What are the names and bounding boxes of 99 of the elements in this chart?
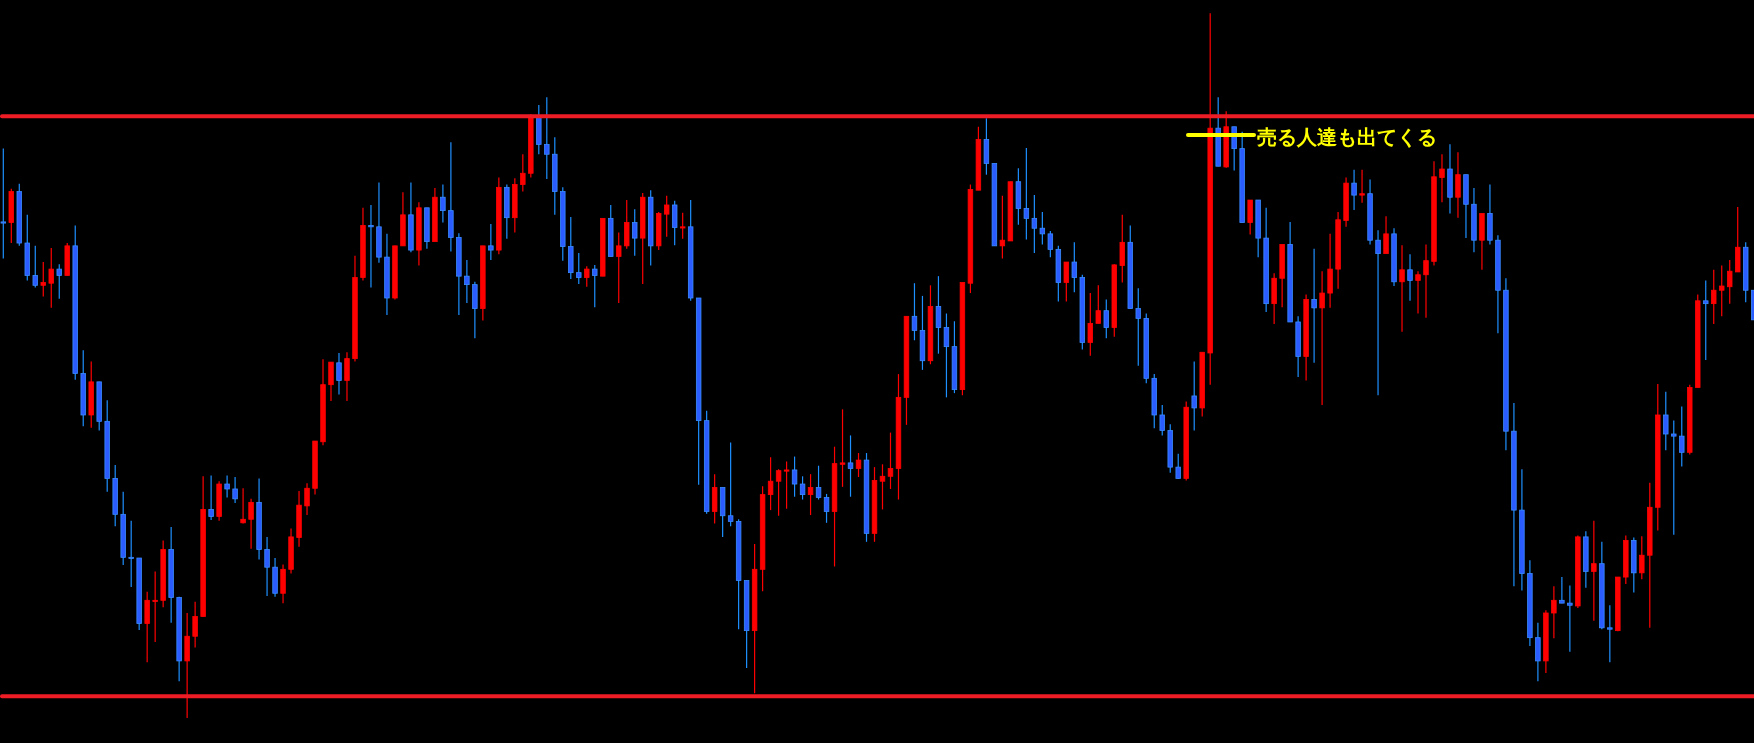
candlestick	[815, 465, 822, 501]
candlestick	[1711, 269, 1717, 325]
candlestick	[727, 441, 734, 527]
candlestick	[232, 476, 238, 504]
candlestick	[1023, 147, 1030, 241]
candlestick	[671, 200, 678, 246]
candlestick	[1135, 287, 1141, 367]
candlestick	[1439, 153, 1445, 203]
candlestick	[240, 487, 246, 525]
candlestick	[1727, 259, 1733, 305]
candlestick	[1071, 241, 1078, 293]
candlestick	[999, 195, 1006, 260]
candlestick	[40, 261, 46, 298]
candlestick	[32, 245, 38, 289]
candlestick	[368, 204, 374, 289]
candlestick	[1679, 405, 1685, 468]
candlestick	[1375, 229, 1381, 396]
candlestick	[1567, 584, 1573, 653]
candlestick	[1119, 214, 1125, 284]
candlestick	[576, 252, 582, 285]
candlestick	[767, 456, 774, 511]
candlestick	[304, 482, 310, 516]
candlestick	[544, 96, 550, 180]
candlestick	[911, 282, 918, 341]
candlestick	[839, 408, 846, 488]
candlestick	[144, 591, 150, 663]
candlestick	[847, 434, 854, 498]
candlestick	[1311, 248, 1317, 364]
candlestick	[464, 259, 470, 304]
candlestick	[280, 563, 286, 604]
candlestick	[1407, 253, 1413, 302]
candlestick	[632, 208, 638, 257]
candlestick	[1383, 215, 1389, 255]
candlestick	[1175, 453, 1181, 479]
candlestick	[1415, 270, 1421, 315]
candlestick	[1535, 622, 1541, 682]
candlestick	[488, 223, 494, 261]
candlestick	[887, 432, 894, 490]
candlestick	[1455, 151, 1461, 219]
candlestick	[56, 263, 62, 300]
candlestick	[48, 247, 54, 309]
candlestick	[208, 474, 214, 521]
candlestick	[1639, 535, 1645, 580]
candlestick	[1191, 360, 1197, 432]
candlestick	[192, 601, 198, 649]
candlestick	[624, 199, 630, 250]
candlestick	[1319, 270, 1325, 406]
candlestick	[1039, 211, 1046, 246]
candlestick	[224, 474, 230, 499]
candlestick	[663, 195, 670, 238]
candlestick	[328, 361, 334, 402]
candlestick	[1159, 404, 1165, 437]
candlestick	[584, 265, 590, 288]
candlestick	[679, 212, 686, 240]
candlestick	[983, 117, 990, 176]
candlestick	[1247, 199, 1253, 236]
candlestick	[1399, 244, 1405, 333]
candlestick	[616, 231, 622, 304]
candlestick	[1671, 420, 1677, 536]
candlestick	[248, 498, 254, 550]
candlestick	[592, 264, 598, 308]
candlestick	[1095, 284, 1101, 324]
candlestick	[1327, 233, 1333, 309]
candlestick	[1047, 230, 1054, 258]
candlestick	[1423, 243, 1429, 319]
candlestick	[1559, 576, 1565, 604]
candlestick	[1591, 520, 1597, 622]
candlestick	[879, 463, 886, 511]
candlestick	[775, 468, 782, 517]
candlestick	[128, 520, 134, 588]
candlestick	[264, 536, 270, 597]
candlestick	[344, 351, 350, 402]
candlestick	[823, 493, 830, 524]
candlestick	[855, 452, 862, 478]
candlestick	[783, 460, 790, 510]
candlestick	[1703, 279, 1709, 361]
candlestick	[1663, 391, 1669, 451]
candlestick	[807, 473, 814, 516]
candlestick	[1719, 264, 1725, 317]
candlestick	[799, 475, 806, 501]
candlestick	[472, 281, 478, 339]
candlestick	[935, 275, 942, 355]
candlestick	[791, 455, 798, 498]
candlestick	[520, 153, 526, 193]
candlestick	[1607, 604, 1613, 663]
candlestick	[1087, 292, 1094, 357]
annotation: 売る人達も出てくる	[1257, 125, 1437, 149]
candlestick	[1031, 194, 1038, 254]
candlestick	[440, 183, 446, 224]
candlestick	[1351, 169, 1357, 211]
candlestick	[336, 352, 342, 396]
candlestick	[711, 473, 718, 525]
candlestick	[0, 148, 6, 260]
candlestick	[1551, 585, 1557, 639]
candlestick	[1103, 298, 1109, 339]
candlestick	[1063, 261, 1070, 303]
candlestick	[152, 570, 158, 643]
candlestick	[1359, 169, 1365, 204]
candlestick	[943, 312, 950, 398]
